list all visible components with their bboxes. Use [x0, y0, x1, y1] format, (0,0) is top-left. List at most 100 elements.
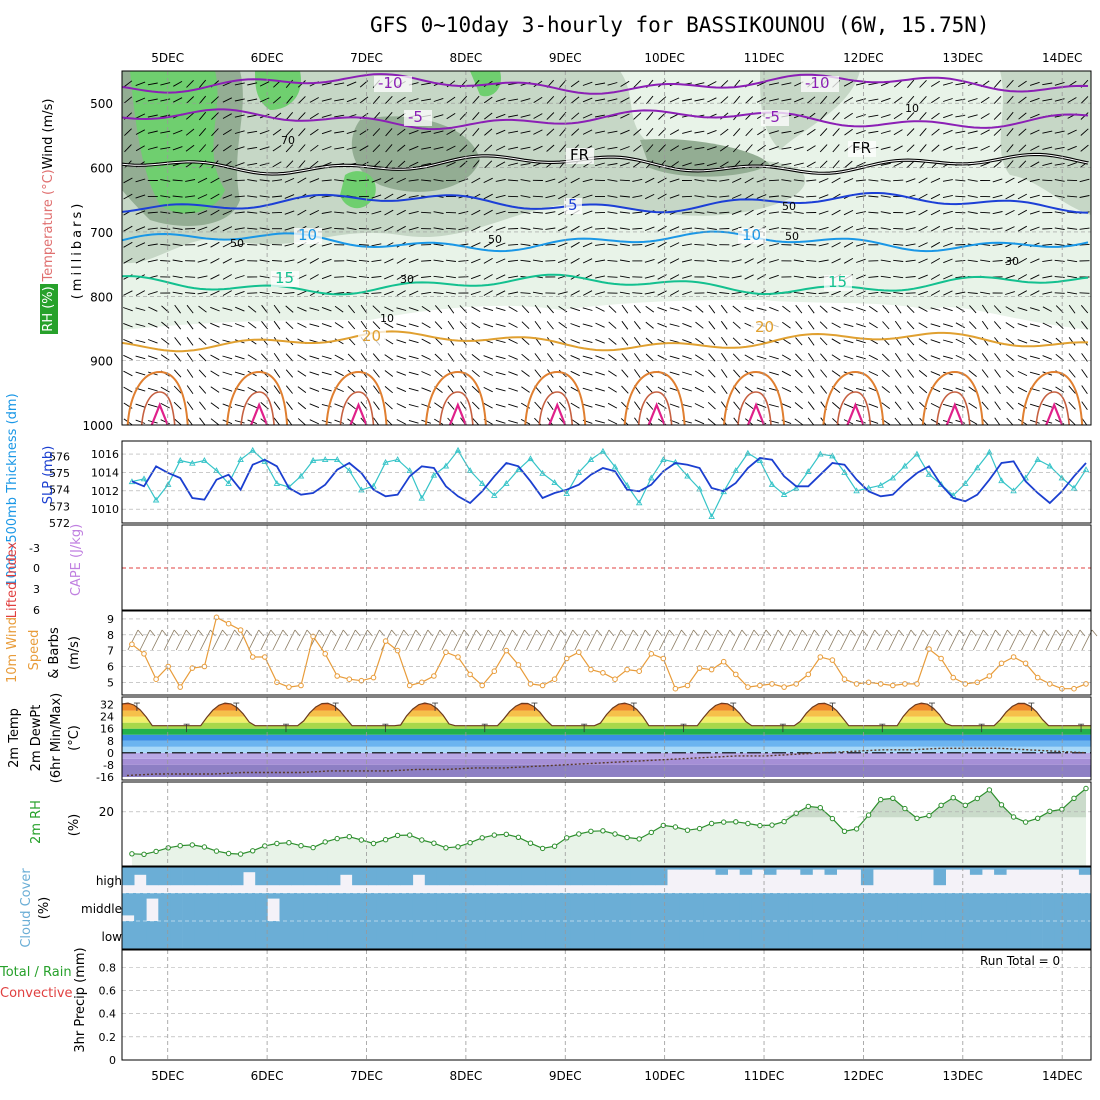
wind-barb — [634, 353, 641, 362]
wind-barb — [396, 339, 407, 344]
wind-barb — [844, 160, 853, 168]
wind-barb — [285, 305, 294, 313]
cloud-high — [231, 867, 244, 886]
wind-barb — [669, 371, 680, 376]
wind-barb — [669, 178, 680, 183]
wind-barb — [880, 130, 891, 134]
precip-tick: 0.4 — [99, 1008, 117, 1021]
wind-barb — [819, 144, 828, 153]
slp-point — [382, 458, 389, 465]
cloud-low — [824, 921, 837, 949]
wind-barb — [632, 195, 643, 198]
wind10m-point — [733, 671, 739, 678]
rh2m-point — [1022, 819, 1029, 825]
cloud-high — [436, 867, 450, 886]
wind-barb — [1054, 243, 1065, 246]
wind-barb — [1017, 274, 1028, 280]
wind-barb — [1030, 274, 1040, 280]
wind-barb — [943, 129, 953, 135]
wind-barb — [160, 419, 170, 425]
wind-barb — [1068, 337, 1076, 346]
cloud-low — [134, 921, 147, 949]
wind-barb — [806, 291, 817, 295]
cloud-ylabel-unit-part: (%) — [37, 897, 52, 920]
temp-tick: -8 — [103, 759, 114, 772]
wind-barb — [930, 80, 940, 87]
wind-barb — [806, 259, 817, 262]
wind-barb — [570, 241, 580, 248]
wind-barb — [273, 320, 281, 330]
wind-barb — [483, 290, 493, 296]
wind10m-barb — [876, 629, 888, 651]
wind-barb — [371, 194, 382, 199]
wind-barb — [682, 98, 692, 102]
wind-barb — [607, 82, 618, 86]
wind-barb — [793, 195, 804, 198]
cloud-high — [873, 867, 886, 870]
contour-label-10: 10 — [298, 226, 317, 244]
cloud-high — [933, 867, 946, 886]
wind-barb — [1068, 320, 1076, 330]
li-tick: -3 — [29, 542, 40, 555]
wind-barb — [297, 354, 307, 361]
wind-barb — [447, 336, 455, 346]
wind-barb — [731, 210, 742, 215]
rh2m-point — [914, 815, 920, 821]
rh2m-fill-high — [131, 788, 1087, 818]
rh-shade-mid-3 — [1000, 71, 1091, 215]
wind10m-barb — [163, 629, 175, 651]
slp-point — [865, 484, 872, 491]
wind-barb — [993, 305, 1002, 314]
wind-barb — [321, 258, 332, 263]
li-tick: 0 — [33, 562, 40, 575]
wind-barb — [458, 210, 469, 215]
cloud-low — [982, 921, 995, 949]
plume-mid — [538, 391, 574, 425]
rh2m-point — [636, 836, 642, 842]
wind-barb — [820, 95, 828, 105]
slp-point — [503, 480, 510, 486]
cloud-low — [158, 921, 171, 949]
temp-contour-10 — [122, 230, 1089, 253]
wind-barb — [980, 129, 990, 135]
wind-barb — [993, 144, 1002, 152]
plume-mid — [439, 391, 474, 425]
wind-barb — [595, 306, 605, 312]
wind-ylabel-3-part: & Barbs — [47, 627, 62, 679]
cloud-middle — [497, 893, 510, 921]
wind10m-point — [829, 657, 836, 663]
slp-point — [321, 456, 329, 463]
wind-barb — [571, 96, 580, 104]
rh2m-point — [672, 824, 679, 830]
wind10m-barb — [538, 629, 549, 651]
temp2m-band — [122, 758, 1091, 765]
contour-label-bg — [848, 141, 876, 157]
wind-barb — [855, 403, 866, 408]
wind-barb — [347, 386, 356, 394]
wind-barb — [968, 370, 977, 377]
cloud-middle — [836, 893, 850, 921]
slp-point — [623, 481, 631, 488]
wind-barb — [906, 160, 915, 169]
cloud-middle — [969, 893, 983, 921]
rh2m-point — [419, 837, 425, 843]
wind-barb — [695, 338, 704, 345]
cloud-middle — [303, 893, 317, 921]
wind-barb — [918, 370, 928, 377]
wind-barb — [633, 321, 641, 330]
wind-barb — [657, 322, 667, 328]
wind-barb — [907, 369, 915, 378]
wind-barb — [794, 97, 804, 103]
cloud-low — [618, 921, 632, 949]
cloud-middle — [146, 893, 159, 899]
wind-barb — [931, 144, 940, 152]
wind-barb — [868, 291, 879, 295]
wind-barb — [546, 305, 554, 314]
wind-barb — [185, 179, 196, 182]
wind-ylabel-4-part: (m/s) — [67, 636, 82, 670]
wind-barb — [396, 403, 406, 409]
rh-shade-green-1 — [130, 71, 225, 214]
wind-barb — [234, 355, 245, 360]
wind-barb — [620, 146, 630, 151]
wind-barb — [769, 306, 779, 312]
